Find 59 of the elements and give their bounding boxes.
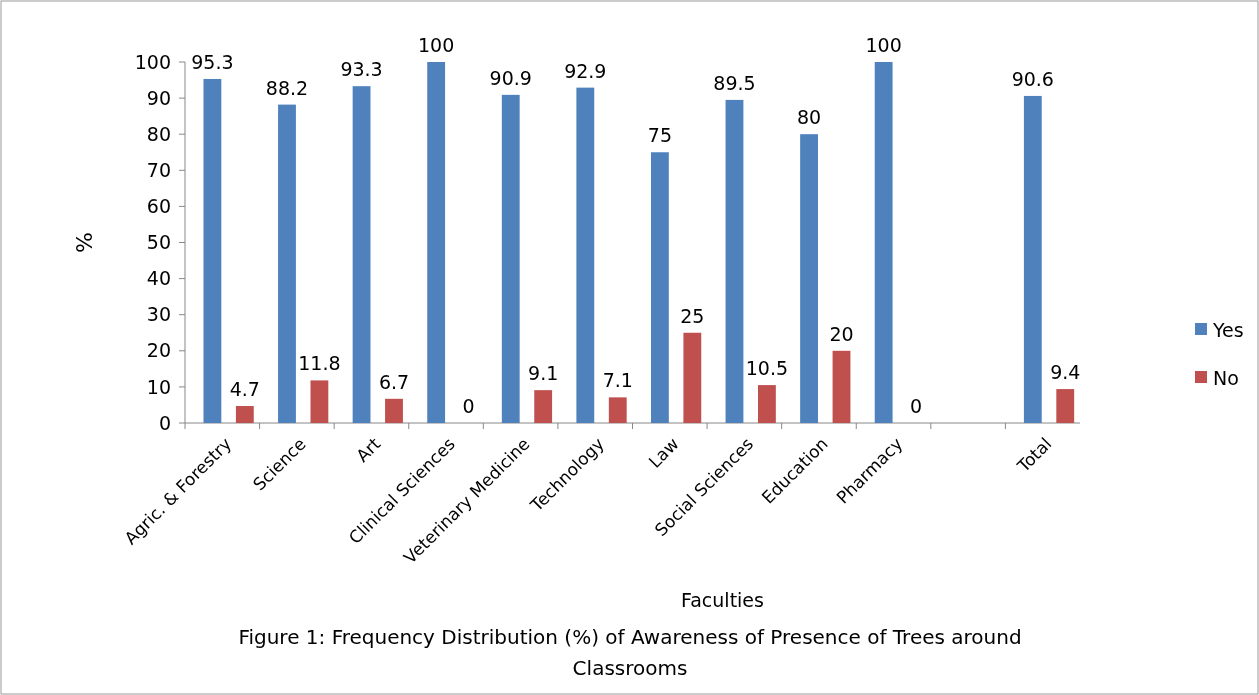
data-label: 0 (462, 395, 475, 417)
y-tick-label: 30 (146, 303, 171, 326)
y-tick-label: 80 (146, 122, 171, 145)
bar (352, 86, 371, 423)
bar (1056, 389, 1075, 423)
data-label: 0 (910, 395, 923, 417)
y-tick-label: 10 (146, 375, 171, 398)
data-label: 6.7 (378, 370, 410, 393)
data-label: 90.6 (1011, 67, 1054, 90)
bar (427, 62, 446, 423)
data-label: 89.5 (713, 71, 756, 94)
x-tick-label: Art (352, 433, 385, 466)
data-label: 88.2 (265, 76, 309, 99)
y-tick-label: 20 (146, 339, 171, 362)
bar (1023, 95, 1042, 423)
y-tick-label: 70 (146, 158, 171, 181)
bar (385, 398, 403, 423)
data-label: 9.4 (1050, 361, 1081, 384)
bar (203, 78, 222, 423)
bar (725, 99, 744, 423)
data-label: 9.1 (528, 362, 559, 385)
bar (832, 350, 851, 423)
data-label: 93.3 (340, 58, 383, 81)
bar (874, 62, 893, 423)
bar (650, 152, 669, 423)
data-label: 4.7 (229, 378, 260, 401)
bar (534, 390, 553, 423)
data-label: 20 (829, 322, 854, 345)
data-label: 100 (418, 34, 455, 56)
y-tick-label: 50 (146, 231, 171, 254)
y-tick-label: 40 (146, 267, 171, 290)
bar (501, 94, 520, 423)
legend-label: Yes (1212, 318, 1244, 341)
data-label: 80 (796, 106, 822, 129)
data-label: 10.5 (745, 357, 789, 380)
data-label: 75 (647, 124, 672, 147)
bar (683, 332, 702, 423)
data-label: 90.9 (489, 66, 532, 89)
bar (278, 104, 296, 423)
text: Figure 1: Frequency Distribution (%) of Awareness of Presence of Trees around Classrooms (237, 624, 1023, 682)
data-label: 100 (865, 34, 902, 56)
bar (576, 87, 595, 423)
y-tick-label: 0 (158, 411, 171, 434)
x-axis-title: Faculties (681, 589, 764, 611)
data-label: 11.8 (298, 352, 341, 375)
data-label: 25 (680, 304, 705, 327)
y-tick-label: 60 (146, 195, 171, 218)
data-label: 7.1 (602, 369, 633, 392)
bar (758, 385, 776, 423)
y-axis-title: % (72, 232, 97, 253)
legend-label: No (1213, 366, 1239, 389)
y-tick-label: 90 (146, 86, 171, 109)
y-tick-label: 100 (134, 50, 171, 73)
data-label: 95.3 (191, 50, 234, 73)
bar (608, 397, 627, 423)
bar (800, 134, 818, 423)
bar (235, 406, 254, 423)
data-label: 92.9 (564, 59, 607, 82)
bar (310, 380, 329, 423)
